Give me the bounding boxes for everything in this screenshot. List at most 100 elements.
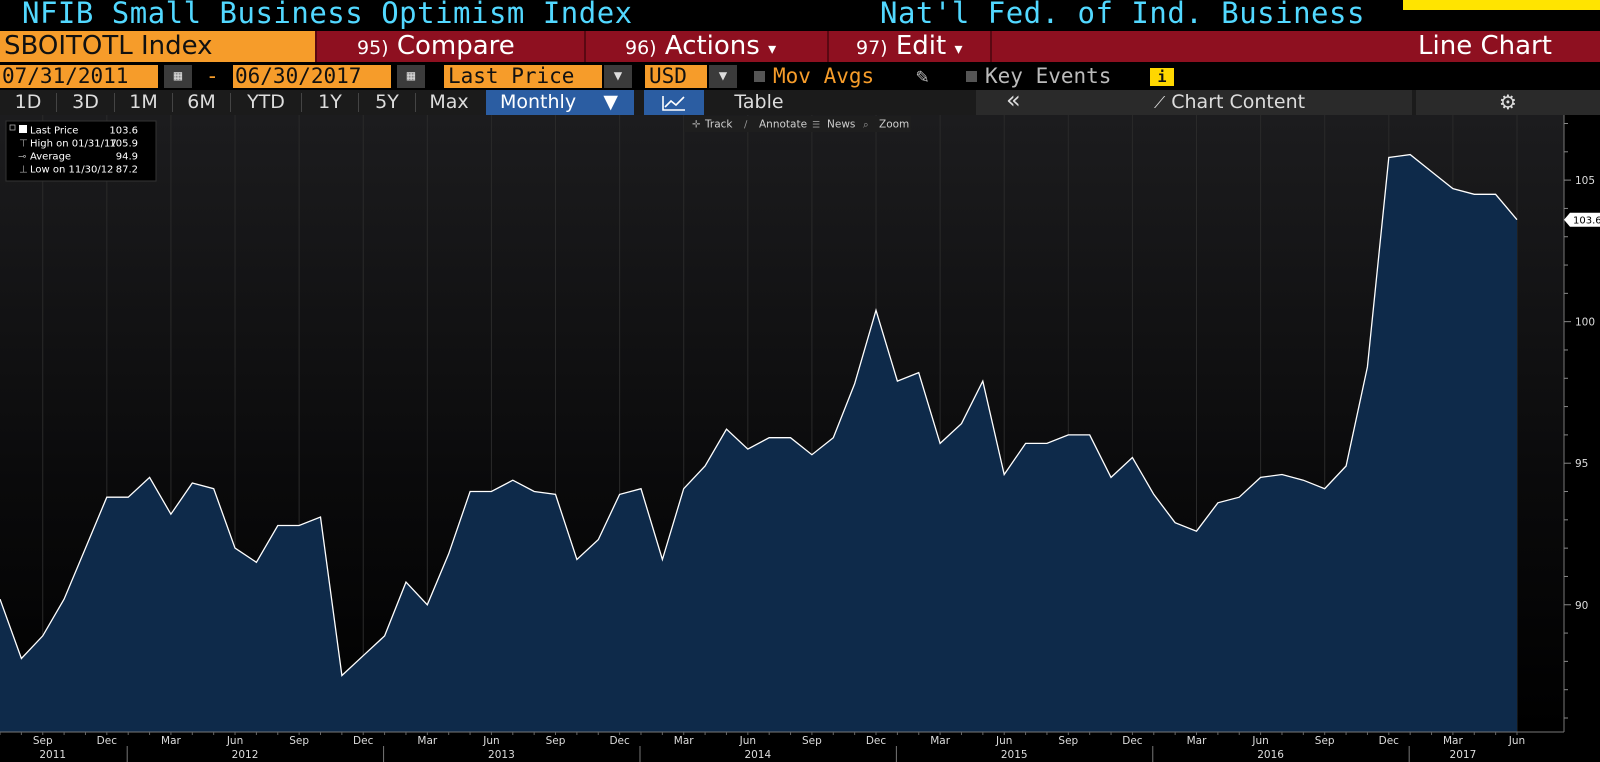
date-range-dash: - (206, 64, 219, 88)
key-events-label: Key Events (985, 64, 1112, 88)
compare-button[interactable]: 95) Compare (357, 31, 515, 62)
x-tick-label: Dec (1379, 735, 1400, 747)
start-date-field[interactable]: 07/31/2011 (0, 65, 158, 88)
x-tick-label: Jun (1251, 735, 1268, 747)
data-point (1280, 473, 1284, 477)
y-tick-label: 100 (1575, 317, 1595, 329)
x-year-label: 2016 (1257, 749, 1284, 761)
legend-low-value: 87.2 (116, 165, 138, 176)
data-point (340, 674, 344, 678)
divider (114, 93, 115, 112)
legend-average-label: Average (30, 152, 71, 163)
data-point (62, 597, 66, 601)
x-tick-label: Dec (97, 735, 118, 747)
field-select[interactable]: Last Price (444, 65, 602, 88)
data-point (83, 546, 87, 550)
x-tick-label: Sep (1058, 735, 1078, 747)
data-point (1387, 155, 1391, 159)
x-year-label: 2011 (39, 749, 66, 761)
data-point (489, 490, 493, 494)
actions-button[interactable]: 96) Actions ▾ (625, 31, 776, 62)
pencil-icon[interactable]: ✎ (916, 64, 929, 88)
ticker-field[interactable]: SBOITOTL Index (0, 31, 315, 62)
data-point (383, 634, 387, 638)
chevron-down-icon: ▾ (768, 39, 777, 58)
data-point (1323, 487, 1327, 491)
data-point (1237, 495, 1241, 499)
period-1m[interactable]: 1M (129, 91, 158, 113)
mov-avgs-toggle[interactable]: Mov Avgs (754, 65, 874, 88)
period-1y[interactable]: 1Y (318, 91, 342, 113)
end-date-field[interactable]: 06/30/2017 (233, 65, 391, 88)
data-point (1130, 456, 1134, 460)
period-5y[interactable]: 5Y (375, 91, 399, 113)
calendar-icon[interactable]: ▦ (164, 65, 192, 88)
news-tool[interactable]: News (827, 119, 855, 131)
x-tick-label: Sep (289, 735, 309, 747)
triangle-down-icon: ▼ (603, 91, 618, 113)
chevron-down-icon[interactable]: ▼ (604, 65, 632, 88)
chart-content-button[interactable]: ⟋ Chart Content (1154, 90, 1305, 115)
data-point (276, 523, 280, 527)
key-events-toggle[interactable]: Key Events (966, 65, 1111, 88)
track-tool[interactable]: Track (704, 119, 733, 131)
data-point (895, 379, 899, 383)
data-point (917, 371, 921, 375)
legend-average-value: 94.9 (116, 152, 138, 163)
info-icon[interactable]: i (1150, 68, 1174, 86)
y-tick-label: 95 (1575, 458, 1588, 470)
currency-select[interactable]: USD (645, 65, 707, 88)
x-tick-label: Jun (482, 735, 499, 747)
data-point (874, 308, 878, 312)
price-area (0, 154, 1517, 733)
data-point (148, 475, 152, 479)
x-tick-label: Jun (1508, 735, 1525, 747)
last-value-marker (1564, 212, 1600, 227)
period-ytd[interactable]: YTD (247, 91, 285, 113)
x-tick-label: Mar (930, 735, 950, 747)
low-marker-icon: ⊥ (19, 165, 28, 176)
period-max[interactable]: Max (429, 91, 469, 113)
checkbox-icon (966, 71, 977, 82)
chart-area[interactable]: 90 95 100 105 103.6 Sep Dec Mar Jun Sep Dec Mar Jun… (0, 115, 1600, 762)
legend-high-value: 105.9 (109, 139, 138, 150)
legend-low-label: Low on 11/30/12 (30, 165, 113, 176)
period-1d[interactable]: 1D (14, 91, 42, 113)
period-3d[interactable]: 3D (72, 91, 99, 113)
y-tick-label: 90 (1575, 600, 1588, 612)
data-point (660, 557, 664, 561)
legend: Last Price 103.6 ⊤ High on 01/31/17 105.… (5, 120, 157, 182)
data-point (169, 512, 173, 516)
frequency-select[interactable]: Monthly ▼ (486, 90, 634, 115)
data-point (318, 515, 322, 519)
search-icon[interactable]: ⌕ (863, 120, 869, 131)
data-point (19, 657, 23, 661)
annotate-tool[interactable]: Annotate (759, 119, 807, 131)
edit-button[interactable]: 97) Edit ▾ (856, 31, 963, 62)
table-view-button[interactable]: Table (734, 91, 784, 113)
data-point (361, 654, 365, 658)
data-point (1045, 441, 1049, 445)
toolbar-divider (315, 31, 317, 62)
period-6m[interactable]: 6M (187, 91, 216, 113)
legend-last-value: 103.6 (109, 126, 138, 137)
data-point (41, 634, 45, 638)
x-axis: Sep Dec Mar Jun Sep Dec Mar Jun Sep Dec Mar Jun Sep D… (0, 731, 1600, 762)
gear-icon[interactable]: ⚙ (1499, 90, 1517, 114)
chart-view-button[interactable] (644, 90, 704, 115)
data-point (1365, 365, 1369, 369)
zoom-tool[interactable]: Zoom (879, 119, 909, 131)
calendar-icon[interactable]: ▦ (397, 65, 425, 88)
data-point (703, 464, 707, 468)
divider (358, 93, 359, 112)
annotate-icon[interactable]: ∕ (744, 120, 748, 131)
news-icon[interactable]: ☰ (812, 121, 820, 131)
legend-collapse-icon[interactable] (9, 124, 16, 131)
chart-type-label[interactable]: Line Chart (1418, 31, 1552, 61)
crosshair-icon[interactable]: ✛ (692, 120, 701, 131)
data-point (767, 436, 771, 440)
collapse-icon[interactable]: « (1006, 86, 1021, 114)
data-point (575, 557, 579, 561)
chevron-down-icon[interactable]: ▼ (709, 65, 737, 88)
settings-row: 07/31/2011 ▦ - 06/30/2017 ▦ Last Price ▼… (0, 63, 1600, 90)
